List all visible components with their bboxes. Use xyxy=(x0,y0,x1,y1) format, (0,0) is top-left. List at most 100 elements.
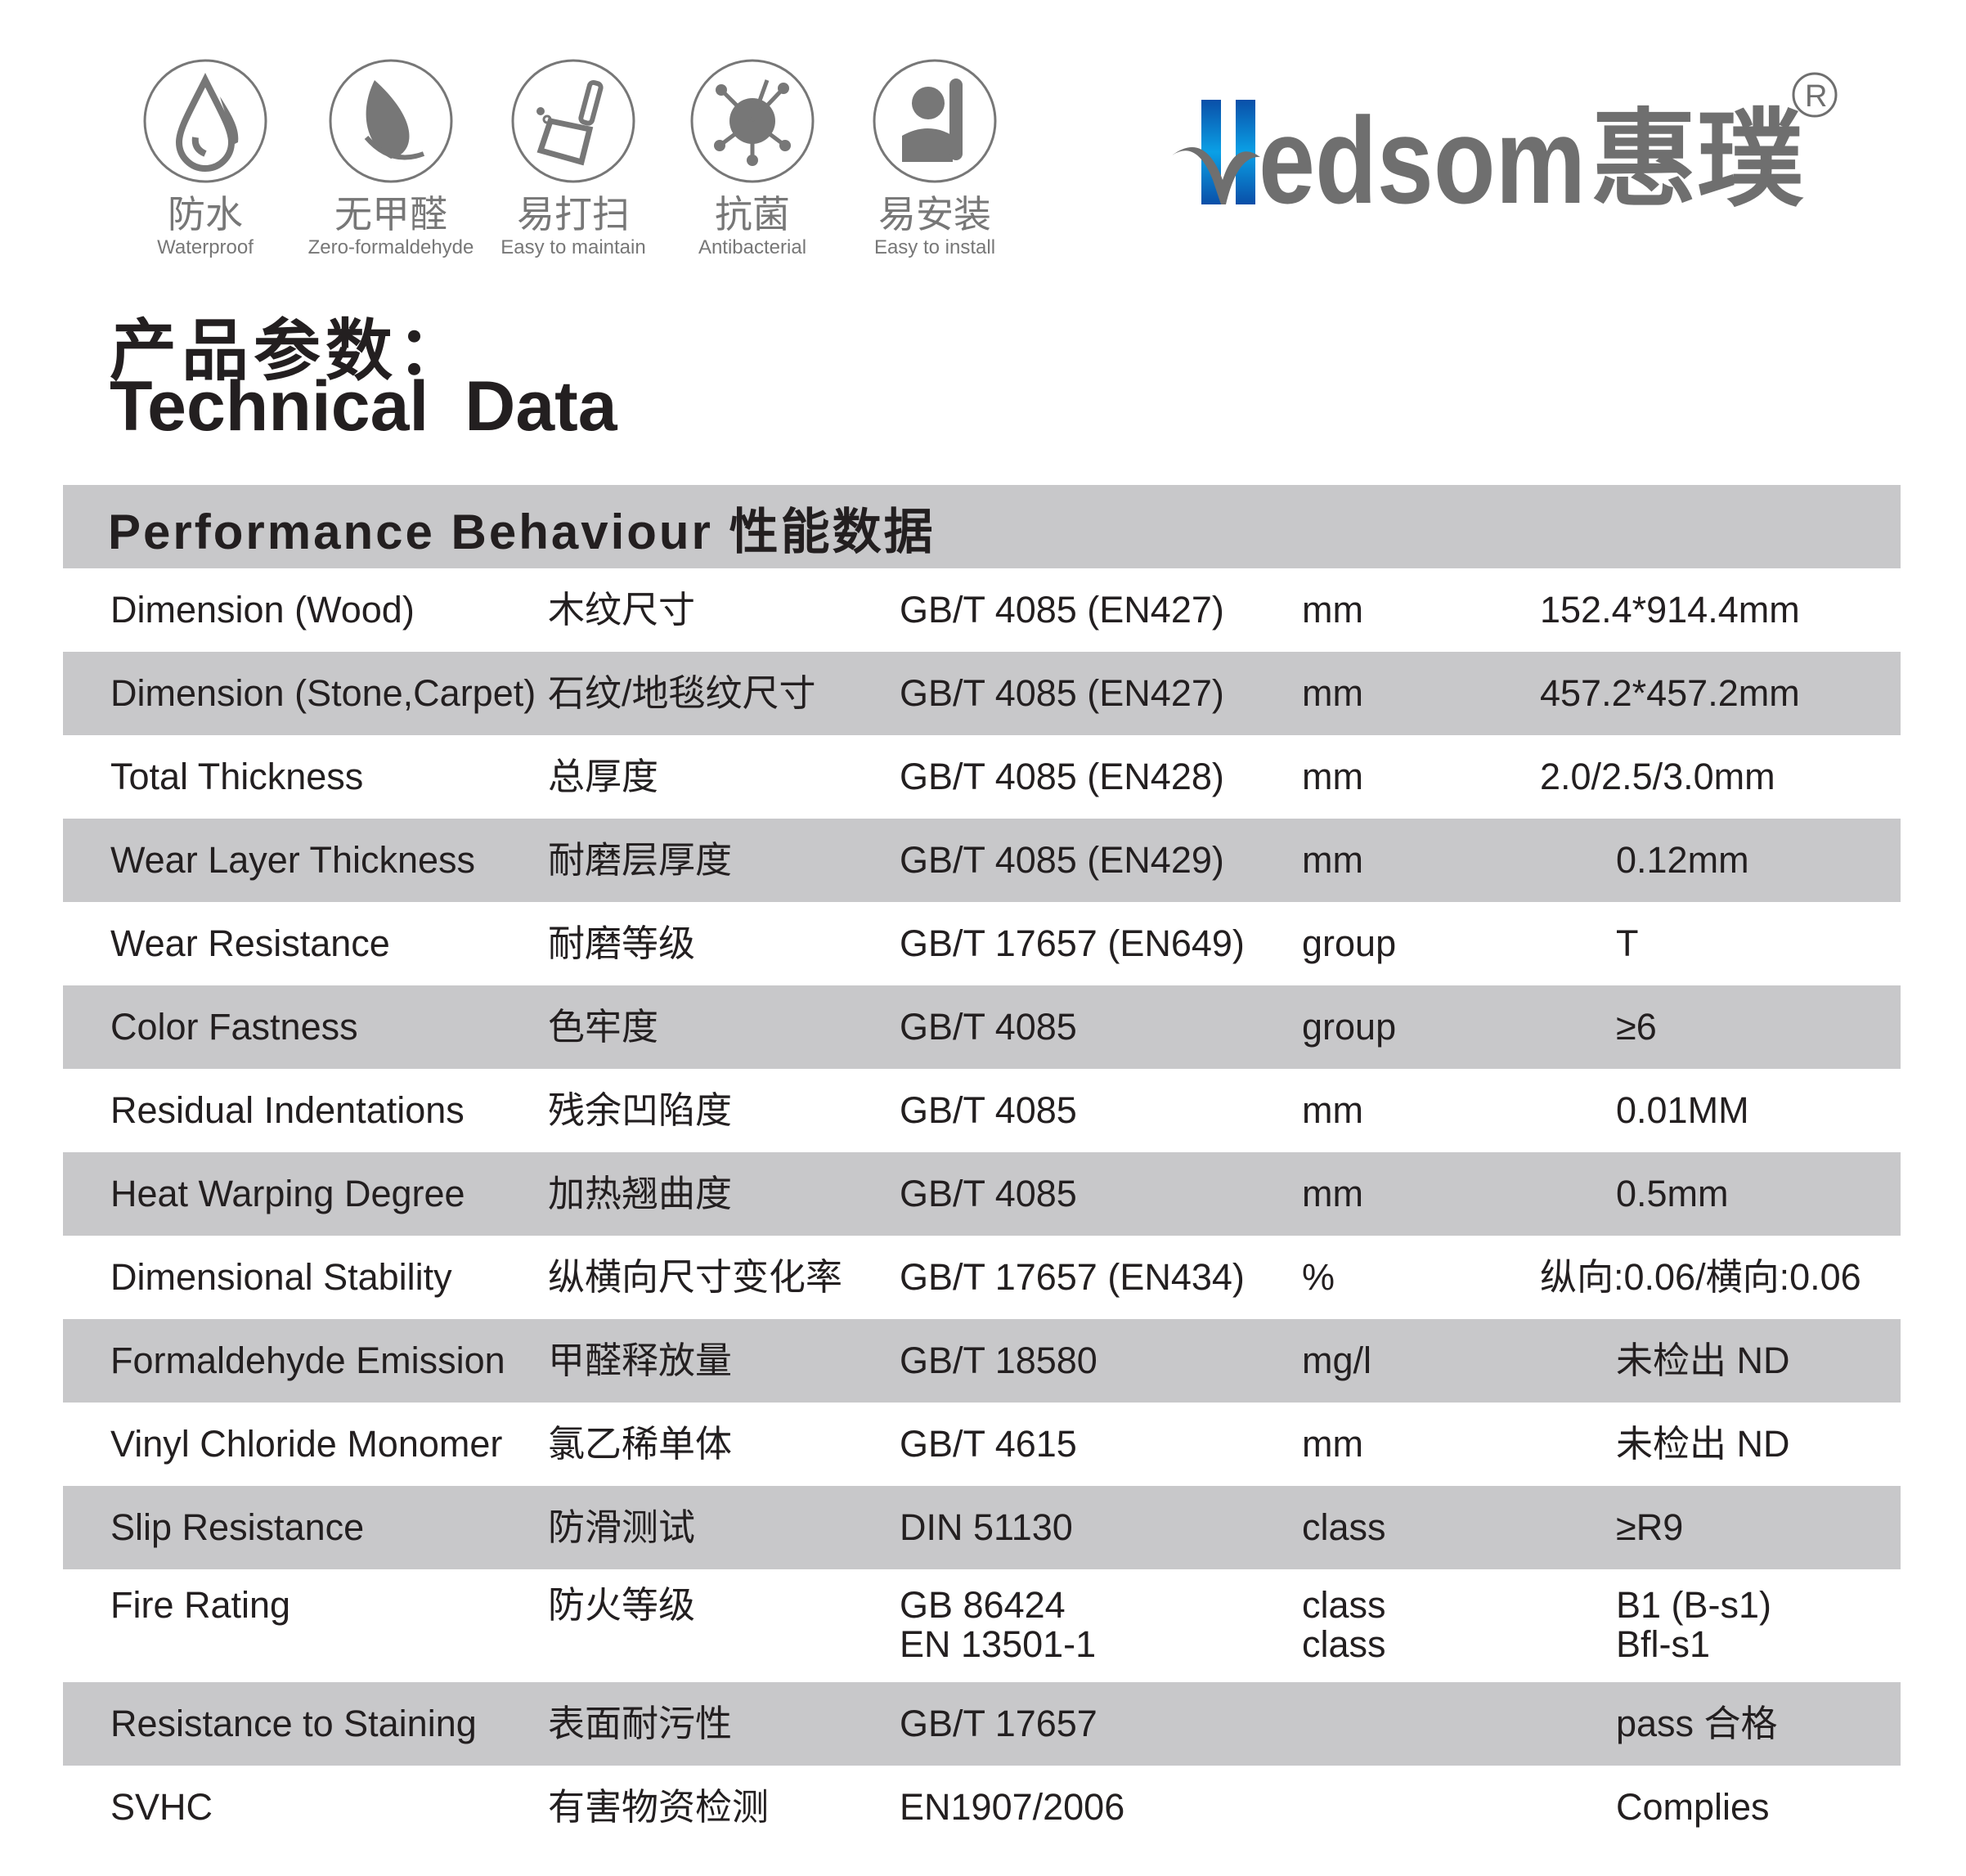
value-cell: 0.12mm xyxy=(1616,819,1749,902)
standard-cell: DIN 51130 xyxy=(900,1486,1073,1569)
standard-cell: GB/T 17657 xyxy=(900,1682,1097,1766)
property-cn: 纵横向尺寸变化率 xyxy=(548,1256,843,1298)
standard-cell: GB/T 4085 (EN429) xyxy=(900,819,1224,902)
standard: GB/T 17657 (EN649) xyxy=(900,922,1245,964)
standard-cell: GB/T 18580 xyxy=(900,1319,1097,1403)
property-en: Color Fastness xyxy=(110,1006,358,1048)
feature-label-en: Easy to install xyxy=(873,236,996,258)
unit-cell: % xyxy=(1302,1236,1335,1319)
unit-cell: mm xyxy=(1302,819,1363,902)
value-cell: 0.01MM xyxy=(1616,1069,1749,1152)
property-cn: 残余凹陷度 xyxy=(548,1089,733,1131)
feature-label-en: Easy to maintain xyxy=(500,236,646,258)
unit: mm xyxy=(1302,1423,1363,1465)
feature-waterproof: 防水 Waterproof xyxy=(115,56,295,260)
table-row: SVHC 有害物资检测 EN1907/2006 Complies xyxy=(63,1766,1901,1849)
value-cell: 0.5mm xyxy=(1616,1152,1729,1236)
svg-text:edsom: edsom xyxy=(1259,92,1586,213)
standard-cell: GB/T 4085 (EN427) xyxy=(900,568,1224,652)
property-en: Wear Layer Thickness xyxy=(110,839,476,881)
feature-label-cn: 无甲醛 xyxy=(334,193,447,236)
value: T xyxy=(1616,922,1639,964)
table-row: Wear Resistance 耐磨等级 GB/T 17657 (EN649) … xyxy=(63,902,1901,985)
value-cell: T xyxy=(1616,902,1639,985)
performance-table: Performance Behaviour 性能数据 Dimension (Wo… xyxy=(63,485,1901,1849)
property-cn: 氯乙稀单体 xyxy=(548,1423,733,1465)
property-cn: 防滑测试 xyxy=(548,1506,696,1548)
table-row: Dimensional Stability 纵横向尺寸变化率 GB/T 1765… xyxy=(63,1236,1901,1319)
feature-label-cn: 易安装 xyxy=(878,193,991,236)
standard: GB/T 4085 (EN427) xyxy=(900,672,1224,714)
table-row: Fire Rating 防火等级 GB 86424 EN 13501-1 clas… xyxy=(63,1569,1901,1682)
unit-cell: group xyxy=(1302,985,1396,1069)
hedsom-logo: edsom 惠璞 R xyxy=(1172,72,1838,213)
unit-cell: group xyxy=(1302,902,1396,985)
value-cell: 152.4*914.4mm xyxy=(1540,568,1800,652)
standard: GB/T 4085 xyxy=(900,1089,1077,1131)
standard-cell: GB/T 4615 xyxy=(900,1403,1077,1486)
value: 2.0/2.5/3.0mm xyxy=(1540,756,1775,797)
feature-easy-to-maintain: 易打扫 Easy to maintain xyxy=(483,56,663,260)
table-row: Residual Indentations 残余凹陷度 GB/T 4085 mm… xyxy=(63,1069,1901,1152)
value: pass 合格 xyxy=(1616,1703,1778,1744)
standard: GB/T 4085 (EN427) xyxy=(900,589,1224,631)
unit-2: class xyxy=(1302,1623,1386,1665)
value-cell: 457.2*457.2mm xyxy=(1540,652,1800,735)
broom-icon xyxy=(511,59,635,183)
standard: GB/T 18580 xyxy=(900,1340,1097,1381)
unit: % xyxy=(1302,1256,1335,1298)
value: 0.01MM xyxy=(1616,1089,1749,1131)
unit-cell: class xyxy=(1302,1486,1386,1569)
property-cn: 耐磨等级 xyxy=(548,922,696,964)
unit: mm xyxy=(1302,839,1363,881)
value: ≥R9 xyxy=(1616,1506,1684,1548)
value: ≥6 xyxy=(1616,1006,1657,1048)
feature-antibacterial: 抗菌 Antibacterial xyxy=(662,56,842,260)
property-cn: 甲醛释放量 xyxy=(548,1340,733,1381)
svg-text:惠璞: 惠璞 xyxy=(1591,97,1804,213)
standard-cell: EN1907/2006 xyxy=(900,1766,1124,1849)
standard: GB/T 4085 (EN429) xyxy=(900,839,1224,881)
value-cell: 纵向:0.06/横向:0.06 xyxy=(1540,1236,1861,1319)
property-en: Slip Resistance xyxy=(110,1506,365,1548)
value: B1 (B-s1) xyxy=(1616,1584,1772,1626)
unit-cell: mm xyxy=(1302,568,1363,652)
standard: GB/T 4085 xyxy=(900,1173,1077,1214)
value: 457.2*457.2mm xyxy=(1540,672,1800,714)
unit: class xyxy=(1302,1506,1386,1548)
value-cell: 2.0/2.5/3.0mm xyxy=(1540,735,1775,819)
unit: group xyxy=(1302,1006,1397,1048)
property-en: Total Thickness xyxy=(110,756,364,797)
table-header: Performance Behaviour 性能数据 xyxy=(63,485,1901,568)
table-row: Dimension (Stone,Carpet) 石纹/地毯纹尺寸 GB/T 4… xyxy=(63,652,1901,735)
table-row: Formaldehyde Emission 甲醛释放量 GB/T 18580 m… xyxy=(63,1319,1901,1403)
leaf-icon xyxy=(329,59,453,183)
unit-cell: mm xyxy=(1302,1403,1363,1486)
unit: mm xyxy=(1302,1173,1363,1214)
value: 152.4*914.4mm xyxy=(1540,589,1800,631)
value-cell: ≥6 xyxy=(1616,985,1657,1069)
value: 0.12mm xyxy=(1616,839,1749,881)
property-en: Dimension (Wood) xyxy=(110,589,415,631)
standard: GB/T 4085 (EN428) xyxy=(900,756,1224,797)
water-drop-icon xyxy=(143,59,267,183)
feature-label-en: Waterproof xyxy=(157,236,254,258)
property-cn: 总厚度 xyxy=(548,756,659,797)
unit-cell: mg/l xyxy=(1302,1319,1371,1403)
standard: EN1907/2006 xyxy=(900,1786,1125,1828)
table-row: Color Fastness 色牢度 GB/T 4085 group ≥6 xyxy=(63,985,1901,1069)
standard: GB/T 4615 xyxy=(900,1423,1077,1465)
standard-cell: GB/T 4085 (EN428) xyxy=(900,735,1224,819)
table-row: Total Thickness 总厚度 GB/T 4085 (EN428) mm… xyxy=(63,735,1901,819)
bacteria-icon xyxy=(690,59,815,183)
property-cn: 耐磨层厚度 xyxy=(548,839,733,881)
standard-cell: GB/T 4085 xyxy=(900,985,1077,1069)
unit-cell: mm xyxy=(1302,652,1363,735)
unit: mm xyxy=(1302,589,1363,631)
standard: GB/T 17657 (EN434) xyxy=(900,1256,1245,1298)
value-cell: pass 合格 xyxy=(1616,1682,1778,1766)
unit: mm xyxy=(1302,672,1363,714)
feature-label-en: Antibacterial xyxy=(698,236,807,258)
unit: mm xyxy=(1302,1089,1363,1131)
title-en: Technical Data xyxy=(110,367,617,446)
